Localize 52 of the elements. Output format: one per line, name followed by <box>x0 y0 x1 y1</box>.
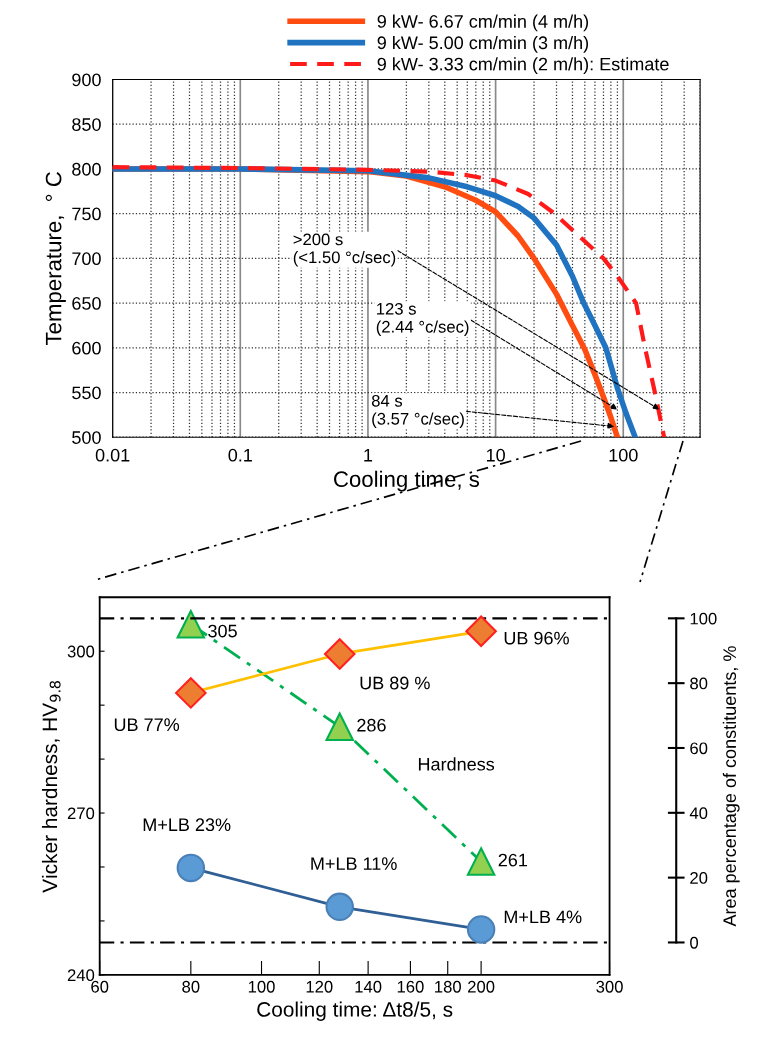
x-tick-label: 100 <box>609 448 638 462</box>
data-label: UB 96% <box>504 631 569 645</box>
x-tick-label: 180 <box>435 980 461 993</box>
data-label: 261 <box>498 853 528 867</box>
y2-tick-label: 80 <box>690 677 708 690</box>
y-tick-label: 700 <box>72 252 101 266</box>
y2-tick-label: 20 <box>690 872 708 884</box>
y-tick-label: 850 <box>72 118 101 131</box>
data-label: 286 <box>357 718 386 732</box>
x-tick-label: 140 <box>355 980 382 993</box>
y-tick-label: 550 <box>72 386 101 400</box>
y-tick-label: 240 <box>67 969 95 982</box>
y2-tick-label: 40 <box>689 807 708 820</box>
series-label: Hardness <box>418 757 495 771</box>
x-tick-label: 60 <box>91 980 109 993</box>
x-tick-label: 80 <box>182 980 200 993</box>
x-axis-title: Cooling time: Δt8/5, s <box>257 1001 453 1021</box>
annotation: 84 s (3.57 °c/sec) <box>371 394 464 428</box>
y-axis-title: Temperature, ° C <box>45 172 66 346</box>
x-tick-label: 120 <box>306 980 333 993</box>
y-tick-label: 750 <box>72 207 101 221</box>
x-tick-label: 100 <box>248 980 275 993</box>
y2-tick-label: 0 <box>690 936 699 949</box>
x-tick-label: 200 <box>468 980 495 993</box>
annotation: >200 s (<1.50 °c/sec) <box>293 233 396 267</box>
y-tick-label: 650 <box>72 297 101 310</box>
y-axis-title: Vicker hardness, HV$_{9.8}$ <box>41 680 61 893</box>
x-tick-label: 0.01 <box>95 448 130 462</box>
legend-label: 9 kW- 3.33 cm/min (2 m/h): Estimate <box>377 57 669 75</box>
data-label: UB 89 % <box>360 676 430 690</box>
data-label: M+LB 4% <box>504 910 582 924</box>
annotation: 123 s (2.44 °c/sec) <box>376 302 469 336</box>
x-tick-label: 1 <box>364 449 373 462</box>
data-label: 305 <box>208 624 237 638</box>
x-tick-label: 10 <box>486 448 505 462</box>
y-tick-label: 270 <box>67 807 95 820</box>
y-tick-label: 900 <box>72 73 101 87</box>
x-tick-label: 300 <box>596 980 623 993</box>
x-tick-label: 160 <box>397 980 424 993</box>
y-tick-label: 800 <box>72 162 101 176</box>
data-label: M+LB 11% <box>311 857 397 870</box>
y2-tick-label: 100 <box>690 612 717 625</box>
legend-label: 9 kW- 5.00 cm/min (3 m/h) <box>377 35 589 53</box>
x-tick-label: 0.1 <box>228 448 252 462</box>
data-label: UB 77% <box>114 718 180 732</box>
data-label: M+LB 23% <box>143 818 231 832</box>
legend-label: 9 kW- 6.67 cm/min (4 m/h) <box>377 14 589 32</box>
y2-axis-title: Area percentage of constituents, % <box>722 646 740 927</box>
y-tick-label: 300 <box>67 645 95 658</box>
y2-tick-label: 60 <box>690 742 708 755</box>
y-tick-label: 600 <box>72 341 101 355</box>
y-tick-label: 500 <box>72 431 101 444</box>
